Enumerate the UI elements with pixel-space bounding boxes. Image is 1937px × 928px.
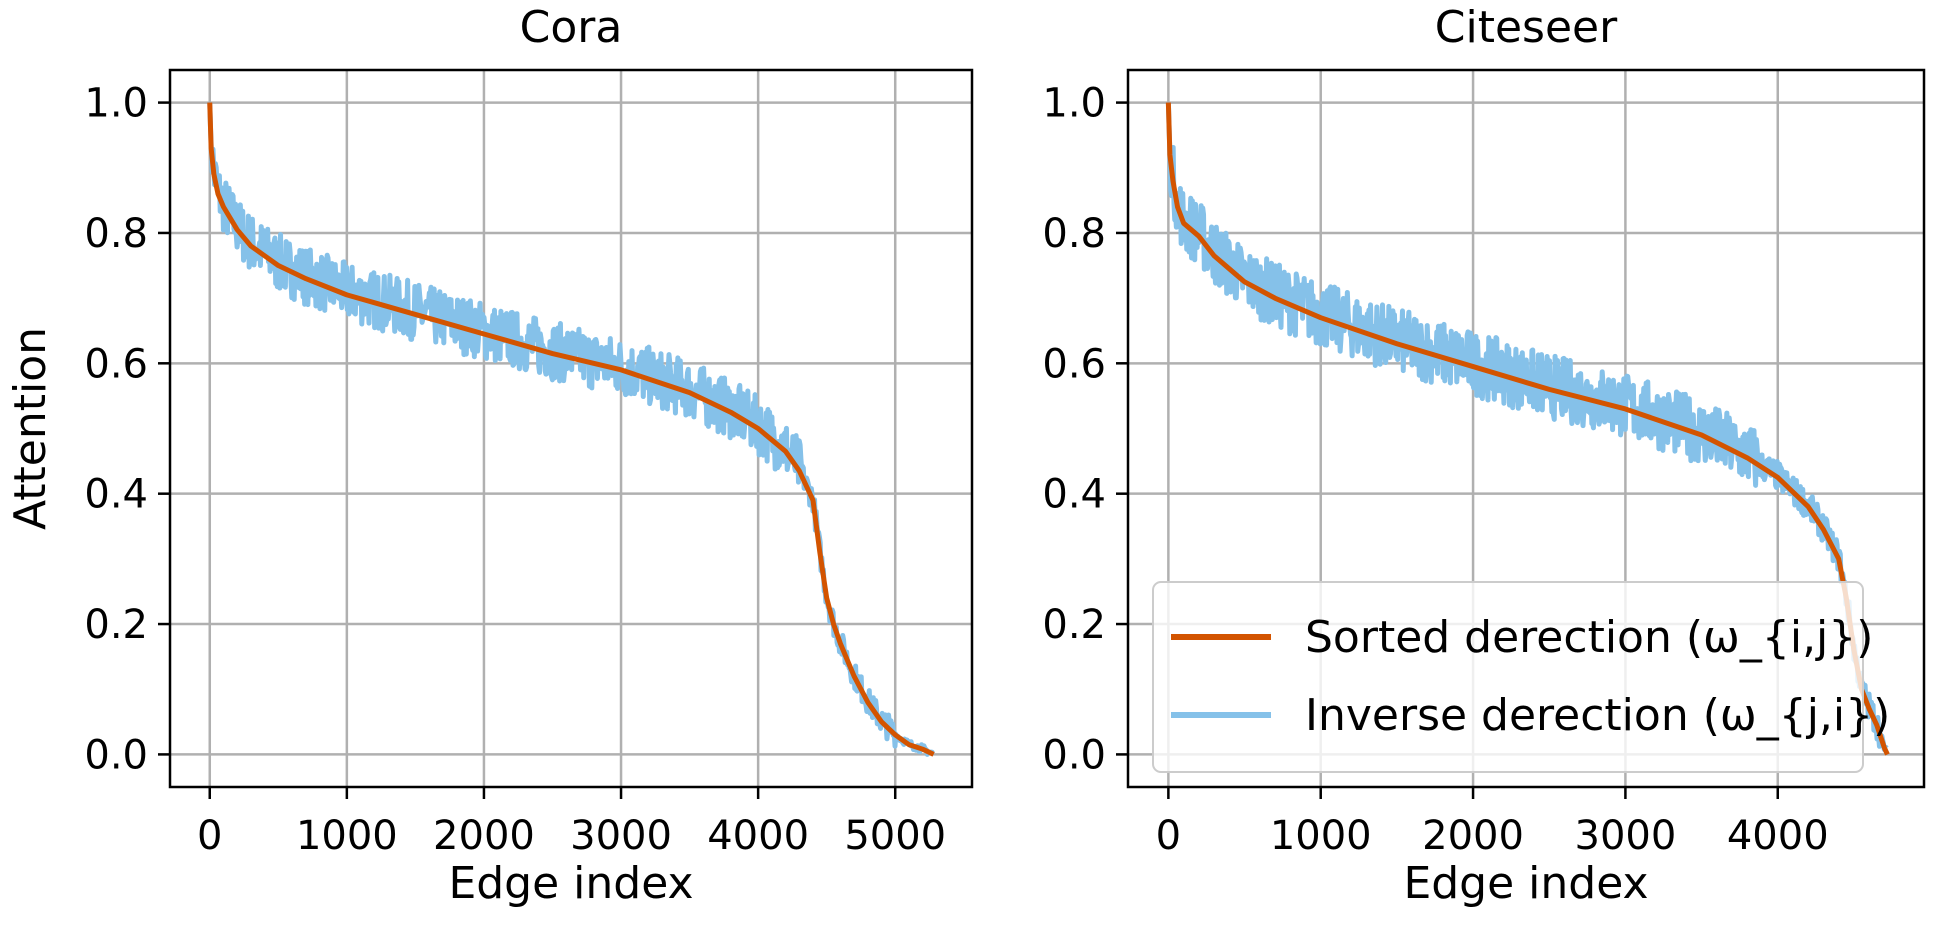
citeseer-title: Citeseer <box>1435 2 1618 53</box>
citeseer-x-axis-label: Edge index <box>1403 858 1648 909</box>
citeseer-x-tick-label: 4000 <box>1727 813 1829 859</box>
citeseer-panel: 0 1000 2000 3000 4000 0.0 0.2 0.4 0.6 0.8 1.0 Cite… <box>1042 2 1926 909</box>
citeseer-y-tick-label: 1.0 <box>1042 81 1106 127</box>
citeseer-axes-frame <box>1126 68 1926 789</box>
cora-x-tick-label: 5000 <box>844 813 946 859</box>
legend-inverse-label: Inverse derection (ω_{j,i}) <box>1305 690 1890 741</box>
cora-y-tick-label: 0.6 <box>84 341 148 387</box>
cora-x-tick-label: 3000 <box>570 813 672 859</box>
citeseer-y-tick-label: 0.6 <box>1042 341 1106 387</box>
cora-x-tick-label: 0 <box>197 813 222 859</box>
cora-panel: 0 1000 2000 3000 4000 50000.00.20.40.60.81.0 … <box>5 2 974 909</box>
citeseer-y-tick-label: 0.0 <box>1042 732 1106 778</box>
cora-y-tick-label: 0.2 <box>84 602 148 648</box>
cora-y-tick-label: 1.0 <box>84 81 148 127</box>
citeseer-y-tick-label: 0.4 <box>1042 472 1106 518</box>
cora-x-tick-label: 2000 <box>433 813 535 859</box>
citeseer-x-tick-label: 1000 <box>1270 813 1372 859</box>
legend-box <box>1152 581 1864 773</box>
cora-sorted-direction-line <box>207 102 935 757</box>
cora-x-tick-label: 1000 <box>296 813 398 859</box>
cora-axes-frame <box>168 68 974 789</box>
cora-plot-area <box>207 102 936 757</box>
cora-title: Cora <box>520 2 623 53</box>
citeseer-y-tick-label: 0.8 <box>1042 211 1106 257</box>
citeseer-y-tick-label: 0.2 <box>1042 602 1106 648</box>
citeseer-x-tick-label: 0 <box>1156 813 1181 859</box>
citeseer-x-tick-label: 3000 <box>1575 813 1677 859</box>
legend: Sorted derection (ω_{i,j}) Inverse derec… <box>1152 581 1890 773</box>
cora-y-tick-label: 0.8 <box>84 211 148 257</box>
citeseer-x-tick-label: 2000 <box>1422 813 1524 859</box>
cora-y-tick-label: 0.0 <box>84 732 148 778</box>
citeseer-ticks: 0 1000 2000 3000 4000 0.0 0.2 0.4 0.6 0.8 1.0 <box>1042 81 1828 859</box>
cora-x-tick-label: 4000 <box>707 813 809 859</box>
cora-y-axis-label: Attention <box>5 327 56 530</box>
cora-y-tick-label: 0.4 <box>84 472 148 518</box>
cora-x-axis-label: Edge index <box>448 858 693 909</box>
cora-ticks: 0 1000 2000 3000 4000 5000 0.0 0.2 0.4 0.6 0.8 1.0 <box>84 81 946 859</box>
citeseer-inverse-direction-line <box>1165 102 1889 752</box>
legend-sorted-label: Sorted derection (ω_{i,j}) <box>1305 612 1873 663</box>
